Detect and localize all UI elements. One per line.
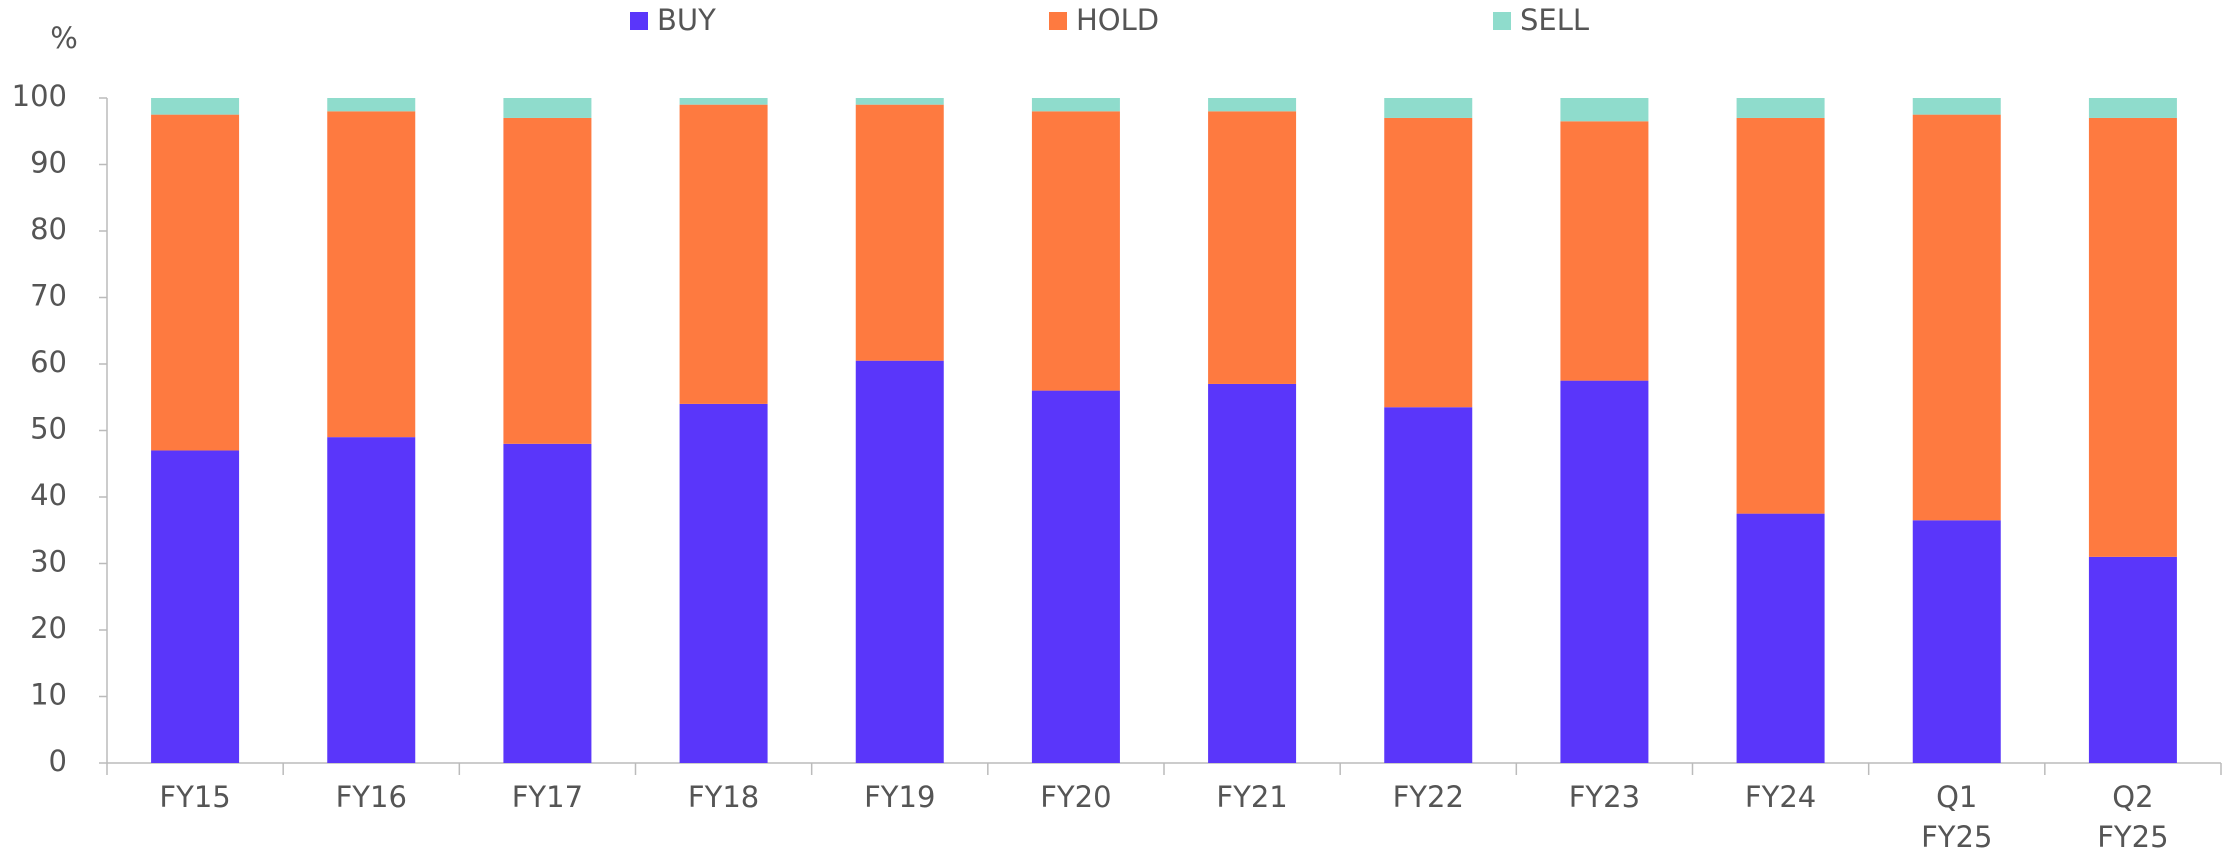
legend-label: BUY [657, 3, 716, 37]
bar-segment [1208, 111, 1297, 384]
y-tick-label: 100 [12, 79, 67, 113]
bar-segment [1208, 98, 1297, 112]
bar-segment [2088, 556, 2177, 763]
bar-segment [1560, 98, 1649, 122]
x-tick-label: FY21 [1216, 780, 1288, 814]
y-tick-label: 10 [30, 678, 67, 712]
x-tick-label: Q1 FY25 [1921, 780, 1993, 854]
bar-segment [327, 98, 416, 112]
bar-segment [1736, 117, 1825, 514]
x-tick-label: FY20 [1040, 780, 1112, 814]
bar-segment [503, 443, 592, 763]
bar-segment [679, 403, 768, 763]
bar-segment [1912, 114, 2001, 521]
bar-segment [1912, 520, 2001, 763]
bar-segment [1560, 380, 1649, 763]
x-tick-label: FY16 [335, 780, 407, 814]
bar-segment [151, 98, 240, 115]
x-tick-label: Q2 FY25 [2097, 780, 2169, 854]
bar-segment [1736, 513, 1825, 763]
x-tick-label: FY24 [1744, 780, 1817, 814]
legend-label: HOLD [1076, 3, 1159, 37]
bar-segment [1560, 121, 1649, 381]
x-tick-label: FY17 [511, 780, 584, 814]
y-tick-label: 80 [30, 212, 67, 246]
y-tick-label: 60 [30, 345, 67, 379]
legend-swatch [1049, 12, 1067, 30]
legend-swatch [630, 12, 648, 30]
bar-segment [2088, 98, 2177, 118]
bar-segment [855, 360, 944, 763]
bar-segment [679, 98, 768, 105]
x-tick-label: FY15 [159, 780, 231, 814]
bar-segment [327, 111, 416, 438]
bar-segment [1208, 383, 1297, 763]
bar-segment [503, 98, 592, 118]
bar-segment [855, 104, 944, 361]
bar-segment [1384, 98, 1473, 118]
bar-segment [503, 117, 592, 444]
bar-segment [855, 98, 944, 105]
y-axis-label: % [50, 21, 78, 55]
bar-segment [151, 114, 240, 451]
bar-segment [1031, 111, 1120, 391]
y-tick-label: 20 [30, 611, 67, 645]
x-tick-label: FY19 [864, 780, 936, 814]
bar-segment [2088, 117, 2177, 557]
y-tick-label: 40 [30, 478, 67, 512]
bar-segment [151, 450, 240, 763]
bar-segment [1912, 98, 2001, 115]
y-tick-label: 50 [30, 412, 67, 446]
bar-segment [327, 437, 416, 763]
bar-segment [1031, 390, 1120, 763]
legend-swatch [1493, 12, 1511, 30]
x-tick-label: FY22 [1392, 780, 1464, 814]
bar-segment [1384, 117, 1473, 408]
y-tick-label: 30 [30, 545, 67, 579]
legend-label: SELL [1520, 3, 1589, 37]
x-tick-label: FY18 [687, 780, 760, 814]
y-tick-label: 70 [30, 279, 67, 313]
bar-segment [1736, 98, 1825, 118]
bar-segment [679, 104, 768, 404]
bar-segment [1031, 98, 1120, 112]
bar-segment [1384, 407, 1473, 763]
y-tick-label: 0 [49, 744, 67, 778]
x-tick-label: FY23 [1568, 780, 1641, 814]
y-tick-label: 90 [30, 146, 67, 180]
